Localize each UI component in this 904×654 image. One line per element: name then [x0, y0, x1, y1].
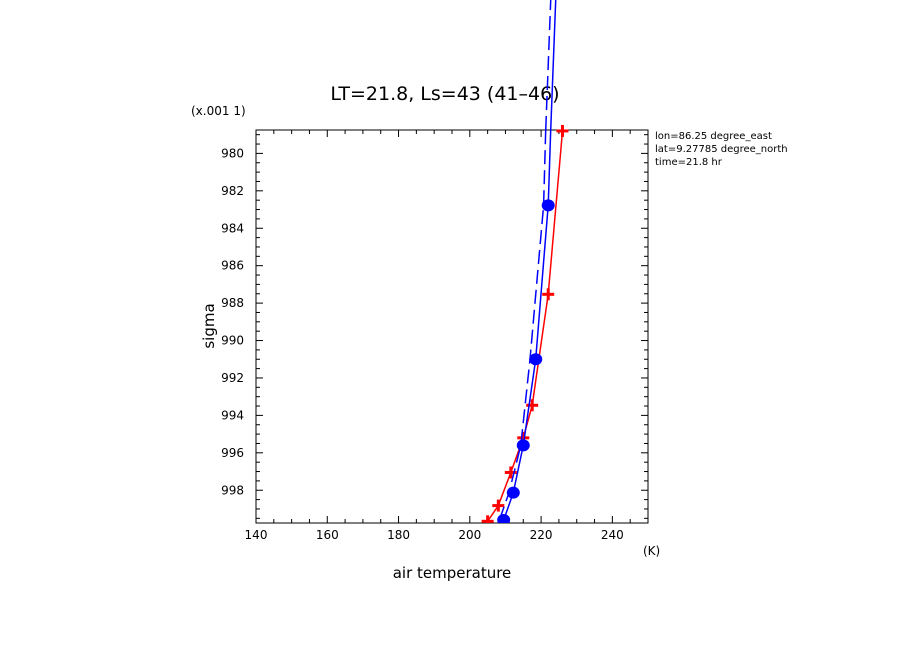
x-tick-label: 200	[458, 528, 481, 542]
chart-title: LT=21.8, Ls=43 (41–46)	[330, 83, 559, 105]
y-axis-label: sigma	[200, 303, 218, 348]
y-tick-label: 980	[221, 146, 244, 160]
x-axis-label: air temperature	[393, 564, 512, 582]
series-1-point	[542, 288, 555, 301]
plot-frame	[255, 129, 649, 524]
x-tick-label: 220	[530, 528, 553, 542]
info-time: time=21.8 hr	[655, 157, 723, 168]
series-1-point	[492, 499, 505, 512]
series-2-point	[529, 353, 543, 366]
y-tick-label: 992	[221, 371, 244, 385]
series-layer	[481, 124, 569, 523]
x-tick-label: 140	[245, 528, 268, 542]
y-tick-label: 996	[221, 446, 244, 460]
series-1-point	[481, 515, 494, 523]
series-line-3	[498, 129, 547, 521]
x-tick-label: 180	[387, 528, 410, 542]
y-tick-label: 984	[221, 221, 244, 235]
y-tick-label: 998	[221, 483, 244, 497]
series-2-point	[516, 439, 530, 452]
series-1-point	[504, 466, 517, 479]
y-axis: 980 982 984 986 988 990 992 994 996 998	[221, 134, 648, 519]
series-line-3-extension	[544, 0, 552, 131]
series-1-point	[556, 124, 569, 137]
series-line-2-extension	[549, 0, 557, 131]
y-tick-label: 986	[221, 259, 244, 273]
x-axis: 140 160 180 200 220 240	[245, 130, 649, 542]
series-2-point	[541, 199, 555, 212]
series-line-1	[486, 130, 564, 522]
x-axis-unit: (K)	[643, 544, 660, 558]
x-tick-label: 240	[601, 528, 624, 542]
series-1-point	[526, 399, 539, 412]
y-tick-label: 990	[221, 334, 244, 348]
y-tick-label: 982	[221, 184, 244, 198]
info-box: lon=86.25 degree_east lat=9.27785 degree…	[655, 131, 788, 168]
y-tick-label: 988	[221, 296, 244, 310]
info-lon: lon=86.25 degree_east	[655, 131, 772, 142]
y-scale-note: (x.001 1)	[191, 104, 246, 118]
info-lat: lat=9.27785 degree_north	[655, 144, 788, 155]
series-2-point	[497, 514, 511, 523]
y-tick-label: 994	[221, 408, 244, 422]
x-tick-label: 160	[316, 528, 339, 542]
